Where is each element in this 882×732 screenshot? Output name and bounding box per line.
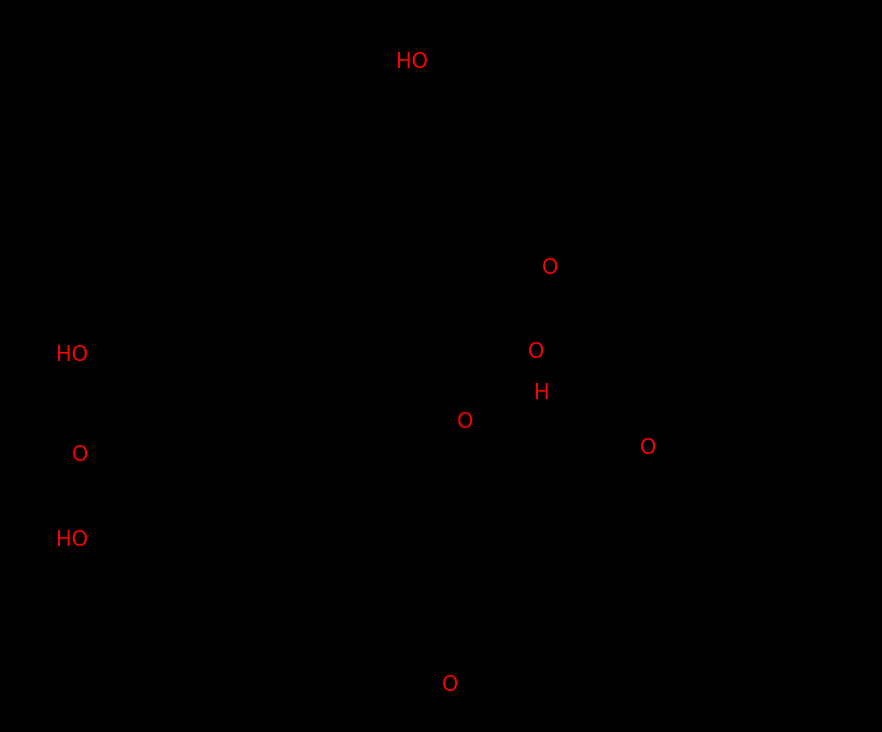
- Text: O: O: [442, 675, 458, 695]
- Text: O: O: [71, 445, 88, 465]
- Text: HO: HO: [396, 52, 428, 72]
- Text: O: O: [457, 412, 473, 432]
- Text: O: O: [527, 342, 544, 362]
- Text: HO: HO: [56, 345, 88, 365]
- Text: HO: HO: [56, 530, 88, 550]
- Text: O: O: [542, 258, 558, 278]
- Text: H: H: [534, 383, 549, 403]
- Text: O: O: [639, 438, 656, 458]
